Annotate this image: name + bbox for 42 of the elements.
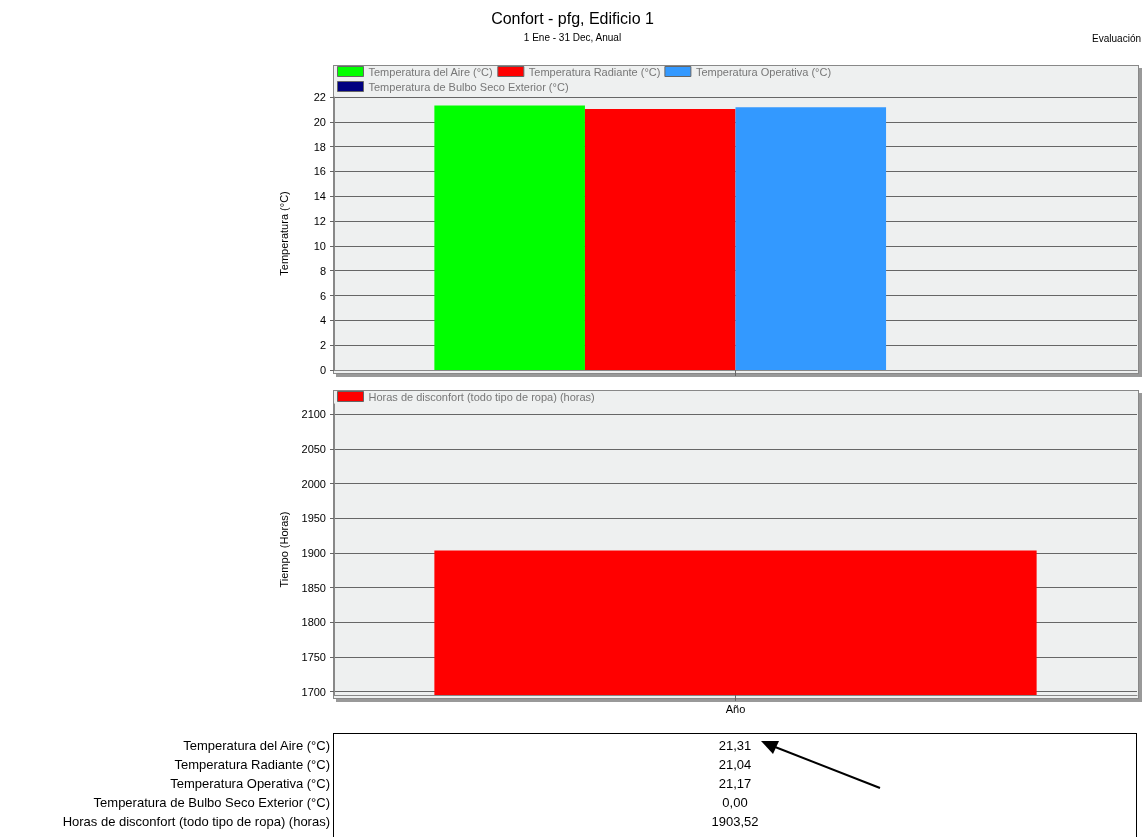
y-tick-label: 1850 — [301, 581, 326, 594]
y-tick-label: 1800 — [301, 616, 326, 629]
y-tick-label: 18 — [313, 140, 326, 153]
legend-label: Temperatura del Aire (°C) — [368, 65, 493, 78]
y-tick-label: 0 — [319, 364, 326, 376]
data-label: 21,04 — [717, 757, 753, 772]
y-tick-label: 16 — [313, 165, 326, 178]
y-tick-label: 1900 — [301, 546, 326, 559]
x-tick-label: Año — [725, 702, 746, 715]
data-label: 21,31 — [717, 738, 753, 753]
chart-subtitle: 1 Ene - 31 Dec, Anual — [523, 32, 622, 43]
legend-label: Temperatura Operativa (°C) — [695, 65, 832, 78]
y-tick-label: 8 — [319, 264, 326, 277]
y-tick-label: 2050 — [301, 443, 326, 456]
category-label: Horas de disconfort (todo tipo de ropa) (horas) — [62, 814, 330, 829]
legend-label: Temperatura de Bulbo Seco Exterior (°C) — [368, 80, 569, 93]
y-tick-label: 12 — [313, 215, 326, 228]
category-label: Temperatura del Aire (°C) — [183, 738, 330, 753]
y-tick-label: 2000 — [301, 477, 326, 490]
y-tick-label: 2100 — [301, 408, 326, 421]
y-tick-label: 10 — [313, 239, 326, 252]
y-tick-label: 1750 — [301, 650, 326, 663]
data-label: 0,00 — [721, 795, 749, 810]
category-label: Temperatura Operativa (°C) — [170, 776, 330, 791]
y-tick-label: 22 — [313, 91, 326, 103]
legend-label: Temperatura Radiante (°C) — [528, 65, 661, 78]
y-tick-label: 1700 — [301, 685, 326, 698]
chart-title: Confort - pfg, Edificio 1 — [490, 10, 655, 28]
y-tick-label: 6 — [319, 289, 326, 302]
category-label: Temperatura de Bulbo Seco Exterior (°C) — [93, 795, 330, 810]
y-tick-label: 20 — [313, 115, 326, 128]
y-axis-title: Tiempo (Horas) — [277, 511, 290, 588]
y-tick-label: 4 — [319, 314, 326, 327]
data-label: 21,17 — [717, 776, 753, 791]
text: Evaluación — [1092, 33, 1141, 44]
y-tick-label: 14 — [313, 190, 326, 203]
y-tick-label: 1950 — [301, 512, 326, 525]
y-axis-title: Temperatura (°C) — [277, 191, 290, 276]
legend-label: Horas de disconfort (todo tipo de ropa) (horas) — [368, 390, 595, 403]
y-tick-label: 2 — [319, 339, 326, 352]
category-label: Temperatura Radiante (°C) — [174, 757, 330, 772]
data-label: 1903,52 — [710, 814, 760, 829]
